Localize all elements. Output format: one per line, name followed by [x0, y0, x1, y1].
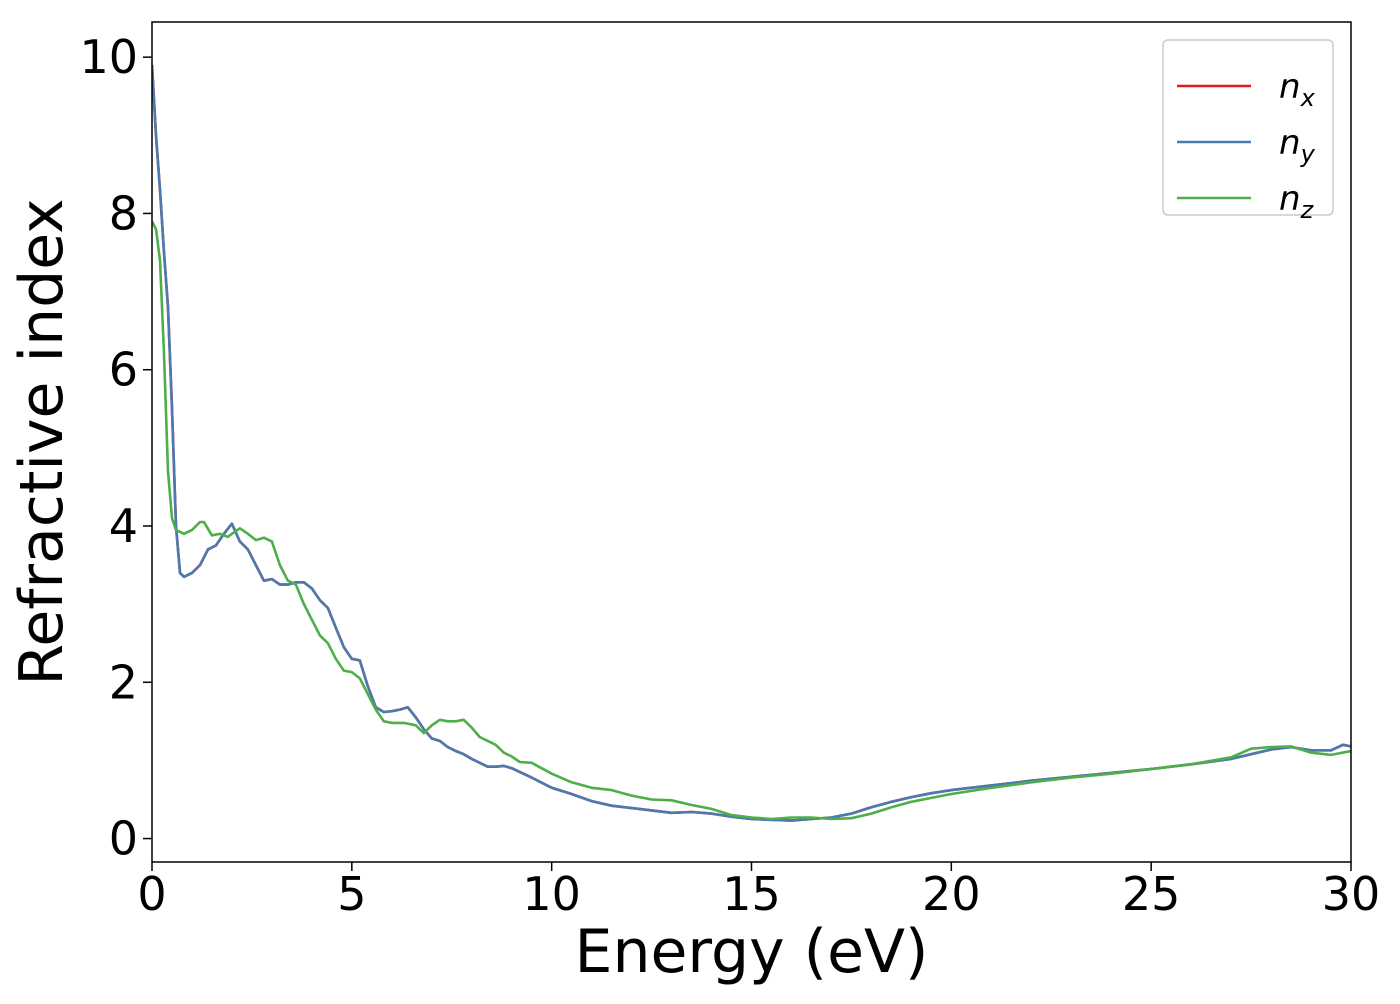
- y-tick-label: 4: [109, 499, 138, 553]
- legend-label: nx: [1279, 67, 1316, 112]
- y-tick-label: 6: [109, 343, 138, 397]
- legend-label-subscript: y: [1300, 140, 1316, 168]
- x-tick-label: 25: [1122, 867, 1181, 921]
- y-axis-ticks: 0 2 4 6 8 10: [79, 30, 152, 866]
- legend-label-base: n: [1279, 123, 1301, 163]
- legend-label-base: n: [1279, 179, 1301, 219]
- x-tick-label: 20: [922, 867, 981, 921]
- legend-label: nz: [1279, 179, 1315, 224]
- y-tick-label: 8: [109, 186, 138, 240]
- series-line-n-y: [152, 64, 1351, 822]
- x-tick-label: 10: [522, 867, 581, 921]
- legend-label: ny: [1279, 123, 1316, 168]
- legend-label-subscript: z: [1300, 196, 1315, 224]
- x-tick-label: 30: [1322, 867, 1381, 921]
- x-tick-label: 0: [137, 867, 166, 921]
- y-axis-label: Refractive index: [7, 198, 77, 685]
- legend-label-subscript: x: [1300, 84, 1316, 112]
- x-axis-label: Energy (eV): [575, 917, 929, 987]
- series-line-n-z: [152, 220, 1351, 821]
- x-tick-label: 15: [722, 867, 781, 921]
- y-tick-label: 2: [109, 655, 138, 709]
- x-axis-ticks: 0 5 10 15 20 25 30: [137, 862, 1380, 921]
- legend-label-base: n: [1279, 67, 1301, 107]
- series-layer: [152, 64, 1351, 822]
- x-tick-label: 5: [337, 867, 366, 921]
- legend-box: [1162, 39, 1334, 216]
- y-tick-label: 0: [109, 812, 138, 866]
- y-tick-label: 10: [79, 30, 138, 84]
